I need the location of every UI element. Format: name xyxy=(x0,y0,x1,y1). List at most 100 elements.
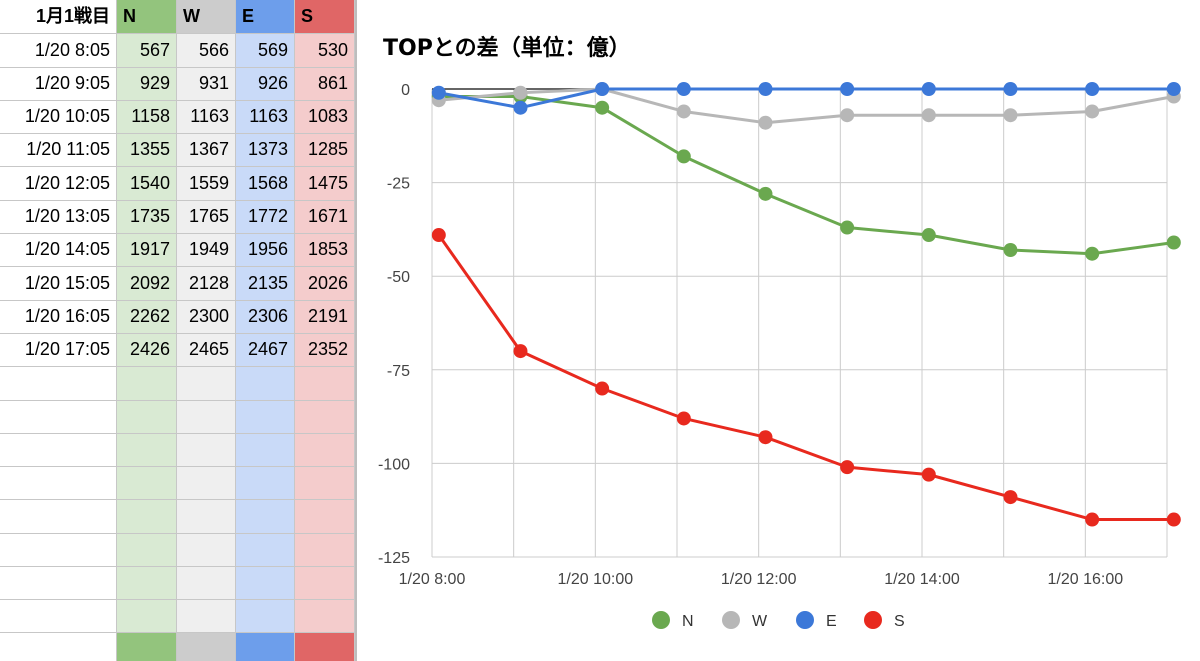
cell-n[interactable]: 567 xyxy=(117,34,177,68)
cell-e[interactable]: 1568 xyxy=(236,167,295,201)
cell-s[interactable]: 1475 xyxy=(295,167,355,201)
cell-w[interactable]: 566 xyxy=(177,34,236,68)
cell-n[interactable] xyxy=(117,600,177,634)
cell-time[interactable] xyxy=(0,367,117,401)
cell-time[interactable]: 1/20 9:05 xyxy=(0,67,117,101)
header-cell-w[interactable]: W xyxy=(177,0,236,34)
cell-e[interactable]: 1373 xyxy=(236,133,295,167)
cell-time[interactable] xyxy=(0,533,117,567)
cell-w[interactable] xyxy=(177,466,236,500)
cell-s[interactable]: 861 xyxy=(295,67,355,101)
cell-n[interactable] xyxy=(117,566,177,600)
cell-s[interactable] xyxy=(295,533,355,567)
cell-s[interactable]: 1083 xyxy=(295,100,355,134)
cell-w[interactable]: 1765 xyxy=(177,200,236,234)
cell-e[interactable]: 2306 xyxy=(236,300,295,334)
cell-s[interactable]: 2191 xyxy=(295,300,355,334)
x-tick-label: 1/20 10:00 xyxy=(558,571,634,588)
cell-time[interactable]: 1/20 8:05 xyxy=(0,34,117,68)
cell-time[interactable]: 1/20 14:05 xyxy=(0,233,117,267)
data-point-w xyxy=(1003,108,1018,123)
cell-n[interactable] xyxy=(117,400,177,434)
cell-n[interactable] xyxy=(117,367,177,401)
header-cell-time[interactable]: 1月1戦目 xyxy=(0,0,117,34)
cell-e[interactable]: 569 xyxy=(236,34,295,68)
cell-w[interactable] xyxy=(177,533,236,567)
cell-e[interactable] xyxy=(236,433,295,467)
cell-e[interactable]: 1772 xyxy=(236,200,295,234)
cell-n[interactable]: 1917 xyxy=(117,233,177,267)
header-cell-n[interactable]: N xyxy=(117,0,177,34)
cell-s[interactable] xyxy=(295,566,355,600)
cell-time[interactable] xyxy=(0,566,117,600)
cell-e[interactable] xyxy=(236,600,295,634)
cell-time[interactable] xyxy=(0,600,117,634)
cell-e[interactable] xyxy=(236,566,295,600)
cell-time[interactable] xyxy=(0,433,117,467)
cell-time[interactable] xyxy=(0,400,117,434)
legend-swatch-s xyxy=(864,611,882,629)
cell-time[interactable] xyxy=(0,500,117,534)
cell-e[interactable]: 1163 xyxy=(236,100,295,134)
cell-e[interactable] xyxy=(236,367,295,401)
cell-w[interactable]: 1559 xyxy=(177,167,236,201)
cell-s[interactable]: 1285 xyxy=(295,133,355,167)
cell-w[interactable]: 1163 xyxy=(177,100,236,134)
header-cell-s[interactable]: S xyxy=(295,0,355,34)
cell-n[interactable]: 1355 xyxy=(117,133,177,167)
cell-n[interactable]: 929 xyxy=(117,67,177,101)
cell-n[interactable] xyxy=(117,466,177,500)
cell-s[interactable] xyxy=(295,466,355,500)
cell-n[interactable]: 1735 xyxy=(117,200,177,234)
cell-e[interactable] xyxy=(236,533,295,567)
grid-lines xyxy=(431,88,1168,558)
cell-w[interactable] xyxy=(177,367,236,401)
cell-e[interactable] xyxy=(236,466,295,500)
cell-s[interactable] xyxy=(295,500,355,534)
cell-time[interactable]: 1/20 10:05 xyxy=(0,100,117,134)
cell-w[interactable] xyxy=(177,400,236,434)
cell-s[interactable] xyxy=(295,433,355,467)
cell-time[interactable]: 1/20 15:05 xyxy=(0,267,117,301)
cell-s[interactable] xyxy=(295,400,355,434)
header-cell-e[interactable]: E xyxy=(236,0,295,34)
cell-w[interactable] xyxy=(177,500,236,534)
cell-e[interactable]: 1956 xyxy=(236,233,295,267)
cell-time[interactable]: 1/20 16:05 xyxy=(0,300,117,334)
cell-time[interactable] xyxy=(0,466,117,500)
cell-w[interactable] xyxy=(177,566,236,600)
cell-e[interactable] xyxy=(236,500,295,534)
cell-n[interactable]: 1158 xyxy=(117,100,177,134)
cell-w[interactable]: 2300 xyxy=(177,300,236,334)
cell-w[interactable]: 1949 xyxy=(177,233,236,267)
cell-e[interactable]: 926 xyxy=(236,67,295,101)
cell-s[interactable]: 530 xyxy=(295,34,355,68)
cell-s[interactable]: 1671 xyxy=(295,200,355,234)
cell-w[interactable]: 1367 xyxy=(177,133,236,167)
cell-w[interactable]: 931 xyxy=(177,67,236,101)
cell-n[interactable] xyxy=(117,533,177,567)
cell-s[interactable]: 1853 xyxy=(295,233,355,267)
legend-swatch-w xyxy=(722,611,740,629)
cell-e[interactable]: 2135 xyxy=(236,267,295,301)
cell-s[interactable] xyxy=(295,367,355,401)
cell-e[interactable] xyxy=(236,400,295,434)
cell-time[interactable]: 1/20 13:05 xyxy=(0,200,117,234)
cell-n[interactable]: 2262 xyxy=(117,300,177,334)
cell-n[interactable]: 2092 xyxy=(117,267,177,301)
cell-time[interactable]: 1/20 11:05 xyxy=(0,133,117,167)
cell-w[interactable]: 2465 xyxy=(177,333,236,367)
cell-n[interactable]: 1540 xyxy=(117,167,177,201)
cell-s[interactable]: 2352 xyxy=(295,333,355,367)
cell-n[interactable] xyxy=(117,433,177,467)
cell-s[interactable]: 2026 xyxy=(295,267,355,301)
cell-e[interactable]: 2467 xyxy=(236,333,295,367)
cell-n[interactable] xyxy=(117,500,177,534)
cell-n[interactable]: 2426 xyxy=(117,333,177,367)
cell-s[interactable] xyxy=(295,600,355,634)
cell-w[interactable] xyxy=(177,433,236,467)
cell-w[interactable]: 2128 xyxy=(177,267,236,301)
cell-w[interactable] xyxy=(177,600,236,634)
cell-time[interactable]: 1/20 12:05 xyxy=(0,167,117,201)
cell-time[interactable]: 1/20 17:05 xyxy=(0,333,117,367)
